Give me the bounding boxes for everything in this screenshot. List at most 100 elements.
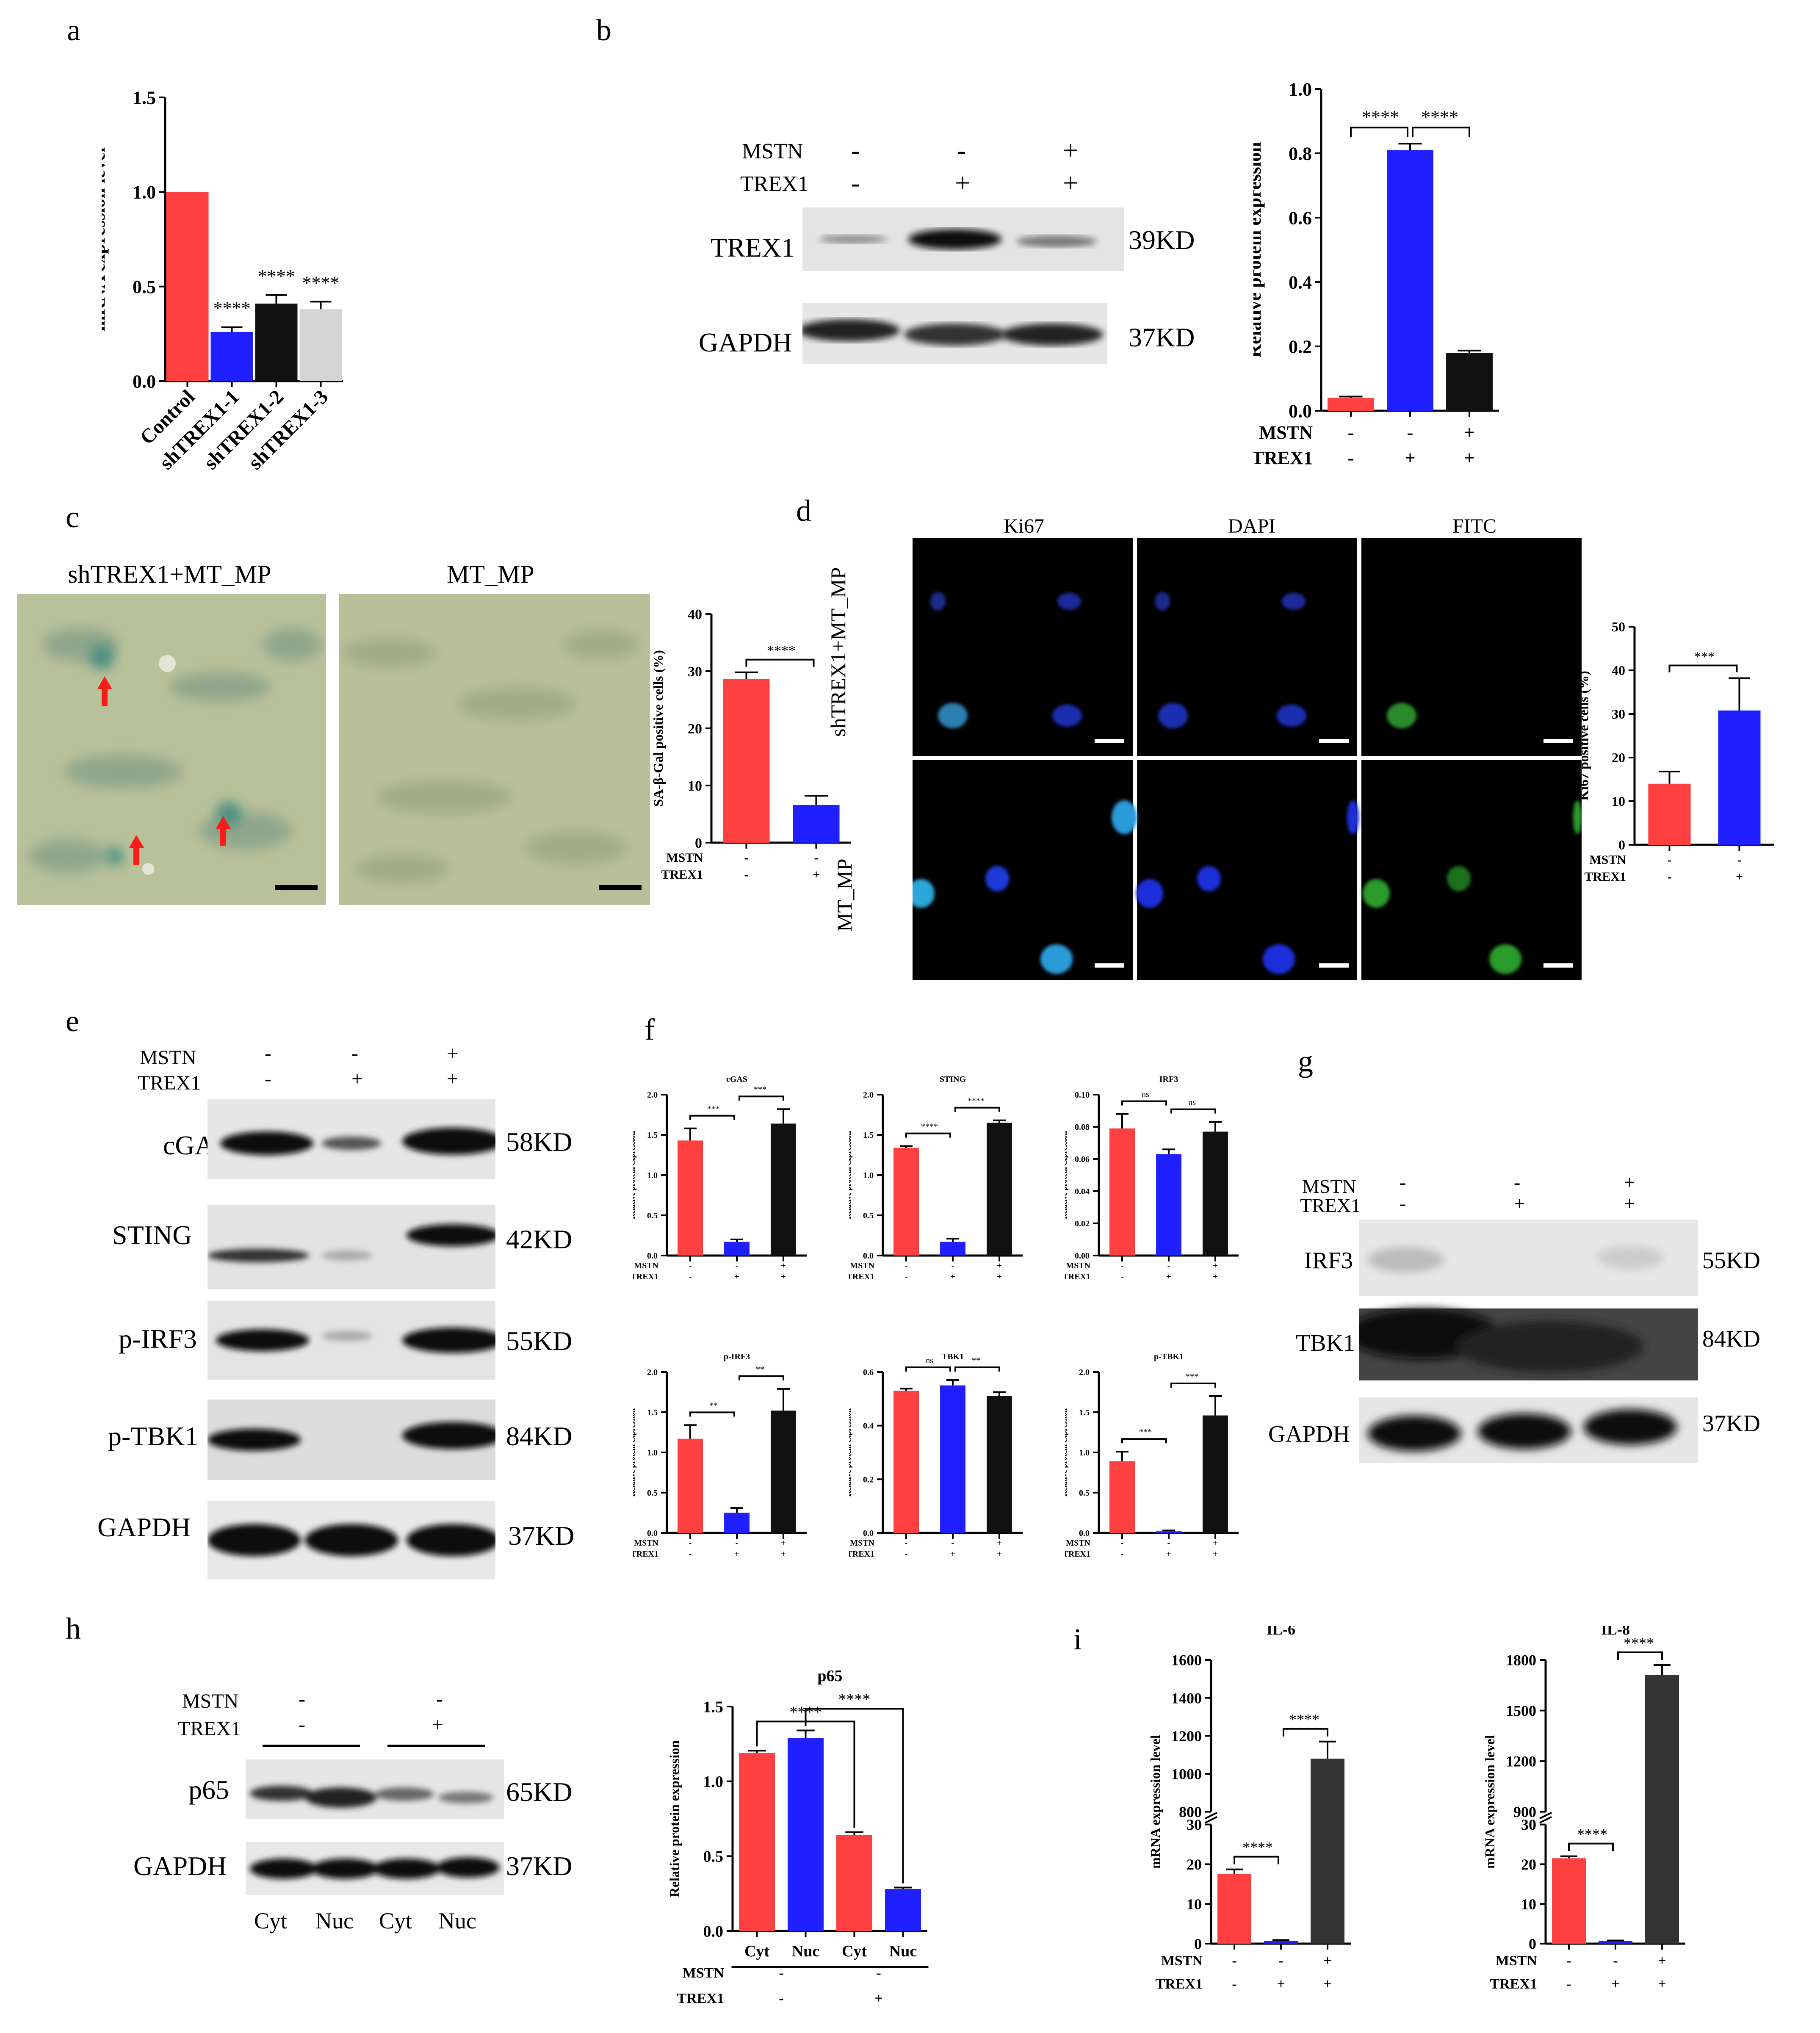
y-axis-label: mRNA expression level	[1482, 1735, 1497, 1869]
group-row-sign: -	[1278, 1953, 1283, 1969]
significance-label: ****	[213, 298, 251, 319]
group-row-sign: +	[1323, 1976, 1331, 1992]
significance-label: **	[709, 1401, 718, 1410]
red-arrow-icon	[216, 816, 231, 846]
y-tick-label: 0	[1618, 837, 1625, 852]
panel-letter-b: b	[596, 13, 611, 47]
group-row-sign: -	[1668, 853, 1672, 867]
y-tick-label: 20	[1187, 1856, 1202, 1873]
group-row-sign: -	[1348, 448, 1354, 468]
y-tick-label: 1.0	[703, 1773, 724, 1791]
lane-label: Cyt	[254, 1908, 288, 1933]
group-row-sign: -	[1121, 1538, 1124, 1548]
group-row-sign: -	[744, 868, 749, 882]
group-row-label: MSTN	[634, 1538, 658, 1548]
group-row-sign: +	[1611, 1976, 1619, 1992]
scale-bar	[1095, 739, 1124, 743]
significance-label: ****	[968, 1096, 985, 1106]
group-row-sign: +	[997, 1549, 1001, 1559]
chart-title: IRF3	[1159, 1075, 1178, 1084]
bar	[1156, 1154, 1181, 1256]
group-row-label: TREX1	[1156, 1976, 1203, 1992]
y-axis-label: Relative protein expression	[633, 1408, 636, 1496]
group-row-label: MSTN	[850, 1261, 874, 1270]
y-axis-label: Relative protein expression	[1065, 1131, 1068, 1219]
significance-label: ****	[1421, 107, 1458, 127]
group-row-sign: -	[689, 1538, 692, 1548]
y-tick-label: 0.5	[133, 277, 156, 297]
group-row-label: TREX1	[1490, 1976, 1537, 1992]
significance-label: ****	[1577, 1826, 1607, 1843]
y-tick-label: 0.0	[863, 1529, 874, 1538]
y-tick-label: 0	[1194, 1936, 1202, 1953]
chart-d: 0 10 20 30 40 50 Ki67 positive cells (%) MSTN - -…	[1579, 620, 1774, 884]
chart-c: 0 10 20 30 40 SA-β-Gal positive cells (%) MSTN…	[652, 607, 851, 882]
y-tick-label: 0.5	[647, 1488, 658, 1498]
y-axis-label: Ki67 positive cells (%)	[1579, 671, 1591, 801]
group-row-label: MSTN	[683, 1965, 725, 1981]
y-tick-label: 2.0	[647, 1368, 658, 1377]
group-row-sign: +	[813, 868, 820, 882]
significance-label: ****	[302, 272, 340, 293]
x-tick-label: Nuc	[889, 1942, 917, 1960]
group-row-label: TREX1	[849, 1549, 874, 1559]
bar	[987, 1123, 1012, 1256]
blot-b-image	[802, 207, 1124, 364]
bar	[885, 1889, 921, 1931]
blot-e-image	[207, 1099, 495, 1579]
chart-title: TBK1	[942, 1352, 964, 1361]
blot-h-kd-label: 65KD	[506, 1777, 573, 1807]
group-row-sign: -	[905, 1272, 908, 1281]
group-row-label: MSTN	[1161, 1953, 1203, 1969]
significance-bracket	[689, 1411, 735, 1417]
x-tick-label: Cyt	[744, 1942, 769, 1960]
y-tick-label: 1.5	[1079, 1408, 1090, 1417]
blot-g-kd-label: 37KD	[1702, 1411, 1760, 1437]
bar	[166, 192, 209, 381]
y-tick-label: 30	[688, 664, 702, 680]
group-row-label: TREX1	[633, 1549, 658, 1559]
group-row-sign: +	[1464, 422, 1474, 443]
bar	[1109, 1461, 1135, 1533]
y-tick-label: 0.0	[647, 1251, 658, 1261]
blot-h-sign: -	[299, 1688, 305, 1710]
y-tick-label: 1.0	[647, 1171, 658, 1180]
blot-h-sign: -	[299, 1713, 305, 1736]
blot-e-sign: +	[447, 1068, 459, 1090]
significance-label: ****	[838, 1690, 871, 1708]
significance-bracket	[805, 1708, 904, 1884]
scale-bar	[1319, 739, 1349, 743]
significance-bracket	[1170, 1383, 1216, 1388]
blot-e-sign: -	[351, 1042, 358, 1065]
group-row-sign: -	[1566, 1976, 1571, 1992]
x-tick-label: Nuc	[792, 1942, 819, 1960]
group-row-sign: -	[689, 1549, 692, 1559]
panel-letter-h: h	[66, 1612, 81, 1646]
group-row-sign: -	[689, 1261, 692, 1270]
blot-b-sign: -	[851, 168, 860, 198]
significance-label: **	[972, 1356, 980, 1365]
bar	[1648, 783, 1691, 845]
group-row-sign: +	[734, 1272, 739, 1281]
blot-g-sign: -	[1400, 1192, 1406, 1214]
significance-label: ****	[1362, 107, 1399, 127]
chart-title: cGAS	[726, 1075, 747, 1084]
group-row-sign: +	[950, 1549, 955, 1559]
y-tick-label: 0.00	[1075, 1251, 1090, 1261]
blot-g-row-trex1: TREX1	[1300, 1195, 1361, 1216]
blot-g-image	[1359, 1220, 1698, 1463]
fluo-col-title: Ki67	[1004, 515, 1044, 537]
y-tick-label: 0.06	[1075, 1155, 1090, 1164]
y-tick-label: 20	[1521, 1856, 1536, 1873]
y-tick-label: 1.5	[703, 1698, 724, 1716]
blot-b-sign: -	[851, 135, 860, 165]
y-tick-label: 30	[1612, 706, 1625, 722]
y-tick-label: 1.0	[133, 182, 156, 203]
fluo-d-grid	[913, 538, 1582, 980]
group-row-label: MSTN	[1589, 853, 1626, 867]
group-row-sign: -	[1613, 1953, 1618, 1969]
y-tick-label: 1.5	[133, 87, 156, 108]
bar	[771, 1411, 796, 1533]
group-row-sign: +	[1277, 1976, 1285, 1992]
